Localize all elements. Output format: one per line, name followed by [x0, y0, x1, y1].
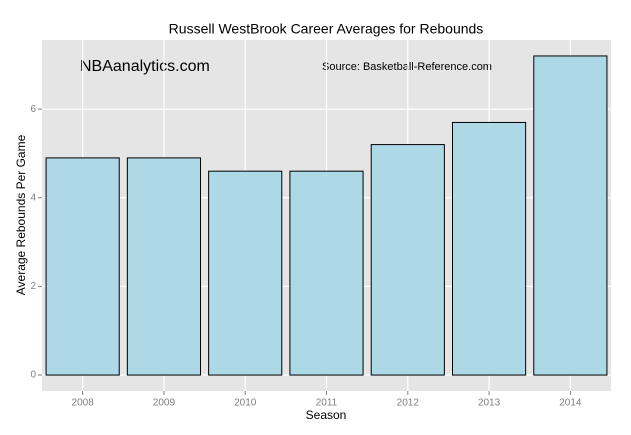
y-axis-label: Average Rebounds Per Game [14, 134, 28, 295]
bar [370, 144, 445, 376]
x-axis-label: Season [306, 408, 347, 422]
x-tick-label: 2012 [397, 398, 420, 409]
bar [533, 55, 608, 376]
y-tick-label: 0 [30, 370, 36, 381]
y-tick-label: 4 [30, 192, 36, 203]
annotation: NBAanalytics.com [80, 58, 210, 75]
bar [289, 170, 364, 376]
bar [208, 170, 283, 376]
bar [451, 121, 527, 376]
annotation: Source: Basketball-Reference.com [322, 61, 492, 73]
x-tick-label: 2011 [316, 398, 338, 409]
x-tick-label: 2008 [72, 398, 95, 409]
x-tick-label: 2010 [234, 398, 257, 409]
x-tick-label: 2009 [153, 398, 176, 409]
chart-title: Russell WestBrook Career Averages for Re… [169, 21, 484, 37]
x-tick-label: 2014 [559, 398, 582, 409]
y-tick-label: 6 [30, 104, 36, 115]
bar [45, 157, 120, 376]
x-tick-label: 2013 [478, 398, 501, 409]
y-tick-label: 2 [30, 281, 36, 292]
bar [126, 157, 202, 376]
